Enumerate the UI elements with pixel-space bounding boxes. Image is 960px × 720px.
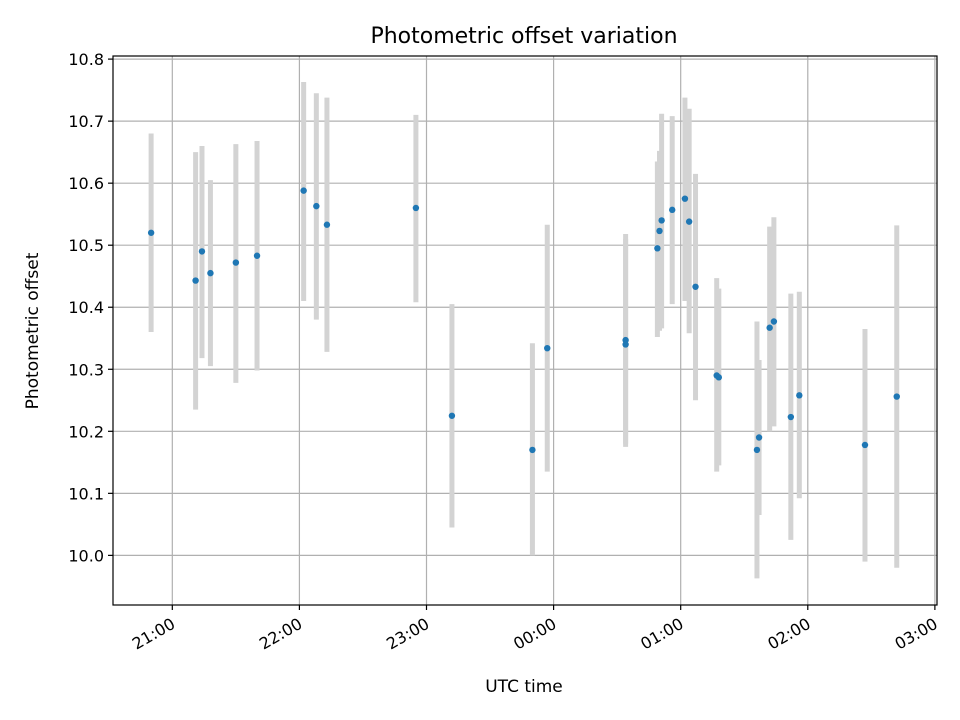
y-tick-label: 10.6: [68, 174, 104, 193]
data-point: [658, 217, 665, 224]
error-bars: [148, 82, 900, 579]
data-point: [192, 277, 199, 284]
data-point: [313, 202, 320, 210]
x-tick-label: 02:00: [764, 614, 813, 654]
data-point: [861, 441, 869, 449]
data-point: [622, 341, 629, 348]
data-point: [198, 248, 206, 255]
x-tick-label: 00:00: [510, 614, 559, 654]
data-point: [232, 259, 240, 266]
x-tick-label: 22:00: [256, 614, 305, 654]
data-point: [685, 218, 693, 225]
data-point: [207, 269, 214, 277]
data-point: [656, 227, 663, 235]
y-tick-label: 10.4: [68, 298, 104, 317]
y-axis-label: Photometric offset: [23, 252, 43, 409]
data-point: [544, 344, 551, 352]
x-axis: 21:00 22:00 23:00 00:00 01:00 02:00 03:00: [129, 605, 941, 654]
data-points: [147, 187, 900, 454]
data-point: [147, 229, 155, 236]
data-point: [796, 392, 803, 399]
y-axis: 10.0 10.1 10.2 10.3 10.4 10.5 10.6 10.7 10.8: [68, 50, 113, 565]
data-point: [893, 393, 900, 400]
data-point: [692, 283, 699, 290]
data-point: [787, 413, 795, 421]
data-point: [654, 245, 661, 252]
data-point: [753, 446, 761, 454]
data-point: [770, 318, 778, 325]
y-tick-label: 10.8: [68, 50, 104, 69]
data-point: [412, 204, 420, 212]
x-tick-label: 03:00: [891, 614, 940, 654]
x-tick-label: 01:00: [637, 614, 686, 654]
data-point: [448, 412, 456, 419]
data-point: [669, 206, 676, 214]
data-point: [529, 446, 536, 454]
y-tick-label: 10.2: [68, 422, 104, 441]
data-point: [715, 374, 723, 381]
data-point: [766, 324, 773, 331]
data-point: [253, 252, 261, 259]
data-point: [755, 434, 763, 441]
y-tick-label: 10.7: [68, 112, 104, 131]
y-tick-label: 10.3: [68, 360, 104, 379]
grid: [113, 56, 937, 605]
plot-frame: [112, 55, 938, 606]
x-tick-label: 21:00: [129, 614, 178, 654]
y-tick-label: 10.5: [68, 236, 104, 255]
x-tick-label: 23:00: [383, 614, 432, 654]
y-tick-label: 10.0: [68, 546, 104, 565]
y-tick-label: 10.1: [68, 484, 104, 503]
x-axis-label: UTC time: [485, 677, 563, 697]
data-point: [323, 221, 331, 228]
data-point: [300, 187, 307, 194]
data-point: [681, 195, 689, 202]
chart-title: Photometric offset variation: [370, 24, 677, 49]
